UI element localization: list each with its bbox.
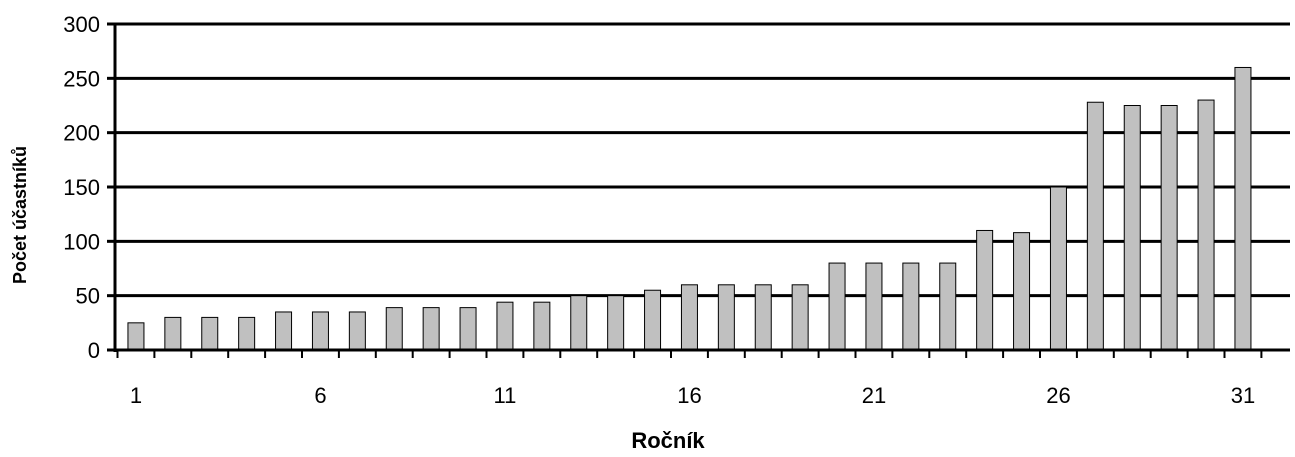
bar-31 [1234,66,1252,351]
bars-group [127,66,1252,351]
x-axis-title: Ročník [631,428,705,453]
bar-11 [496,301,514,351]
bar-3 [201,316,219,351]
bar-18 [754,284,772,351]
x-tick-label: 26 [1046,383,1070,408]
bar-17 [717,284,735,351]
bar-22 [902,262,920,351]
bar-23 [939,262,957,351]
bar-10 [459,307,477,351]
bar-19 [791,284,809,351]
bar-21 [865,262,883,351]
x-tick-labels: 1 6 11 16 21 26 31 [130,383,1255,408]
bar-25 [1013,232,1031,351]
bar-8 [385,307,403,351]
bar-13 [570,295,588,351]
bar-28 [1123,105,1141,351]
bar-12 [533,301,551,351]
x-tick-label: 21 [862,383,886,408]
bar-2 [164,316,182,351]
bar-24 [976,229,994,351]
bar-1 [127,322,145,351]
y-tick-label: 200 [63,121,100,146]
bar-4 [238,316,256,351]
bar-15 [644,289,662,351]
x-tick-label: 16 [677,383,701,408]
bar-30 [1197,99,1215,351]
y-tick-label: 50 [76,284,100,309]
y-tick-label: 0 [88,338,100,363]
y-axis-title: Počet účastníků [10,146,30,284]
bar-16 [680,284,698,351]
y-tick-label: 300 [63,12,100,37]
bar-27 [1086,101,1104,351]
x-tick-label: 31 [1231,383,1255,408]
y-tick-label: 100 [63,229,100,254]
bar-7 [348,311,366,351]
y-tick-label: 250 [63,66,100,91]
y-tick-labels: 0 50 100 150 200 250 300 [63,12,100,363]
y-tick-label: 150 [63,175,100,200]
x-tick-label: 1 [130,383,142,408]
x-tick-label: 11 [494,383,517,408]
bar-9 [422,307,440,351]
bar-26 [1049,186,1067,351]
bar-20 [828,262,846,351]
bar-14 [607,295,625,351]
gridlines [115,22,1290,298]
bar-5 [275,311,293,351]
x-tick-label: 6 [314,383,326,408]
bar-29 [1160,105,1178,351]
bar-6 [311,311,329,351]
axes [107,22,1290,358]
